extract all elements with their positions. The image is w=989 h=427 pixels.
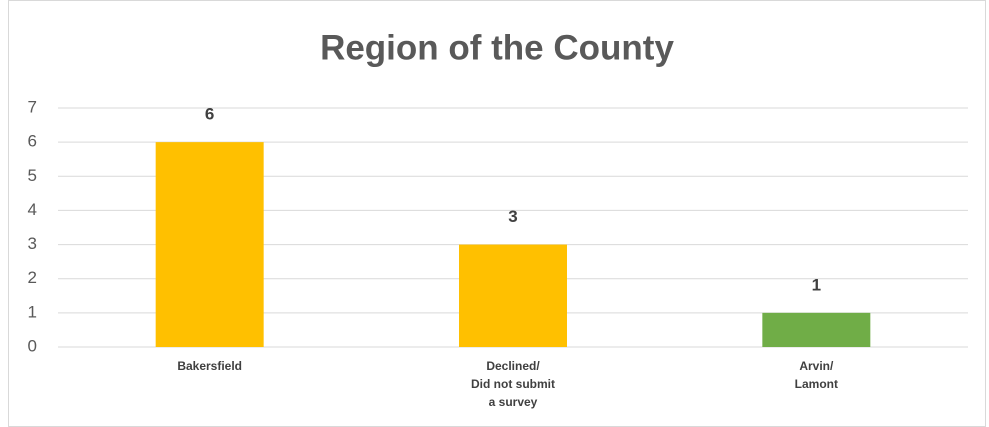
x-tick-label: Bakersfield [177,359,242,373]
bar [459,244,567,347]
x-tick-label: Declined/Did not submit a survey [471,359,555,409]
y-tick-label: 0 [28,336,37,355]
y-tick-label: 2 [28,268,37,287]
y-tick-label: 6 [28,132,37,151]
bar [155,142,264,347]
x-tick-label: Arvin/Lamont [795,359,838,391]
y-tick-label: 4 [28,200,37,219]
data-label: 3 [508,207,517,226]
data-label: 1 [812,275,821,294]
chart-title: Region of the County [320,28,674,67]
y-tick-label: 3 [28,234,37,253]
data-label: 6 [205,105,214,124]
bar [762,312,871,347]
y-tick-label: 1 [28,302,37,321]
y-tick-label: 5 [28,166,37,185]
y-tick-label: 7 [28,97,37,116]
